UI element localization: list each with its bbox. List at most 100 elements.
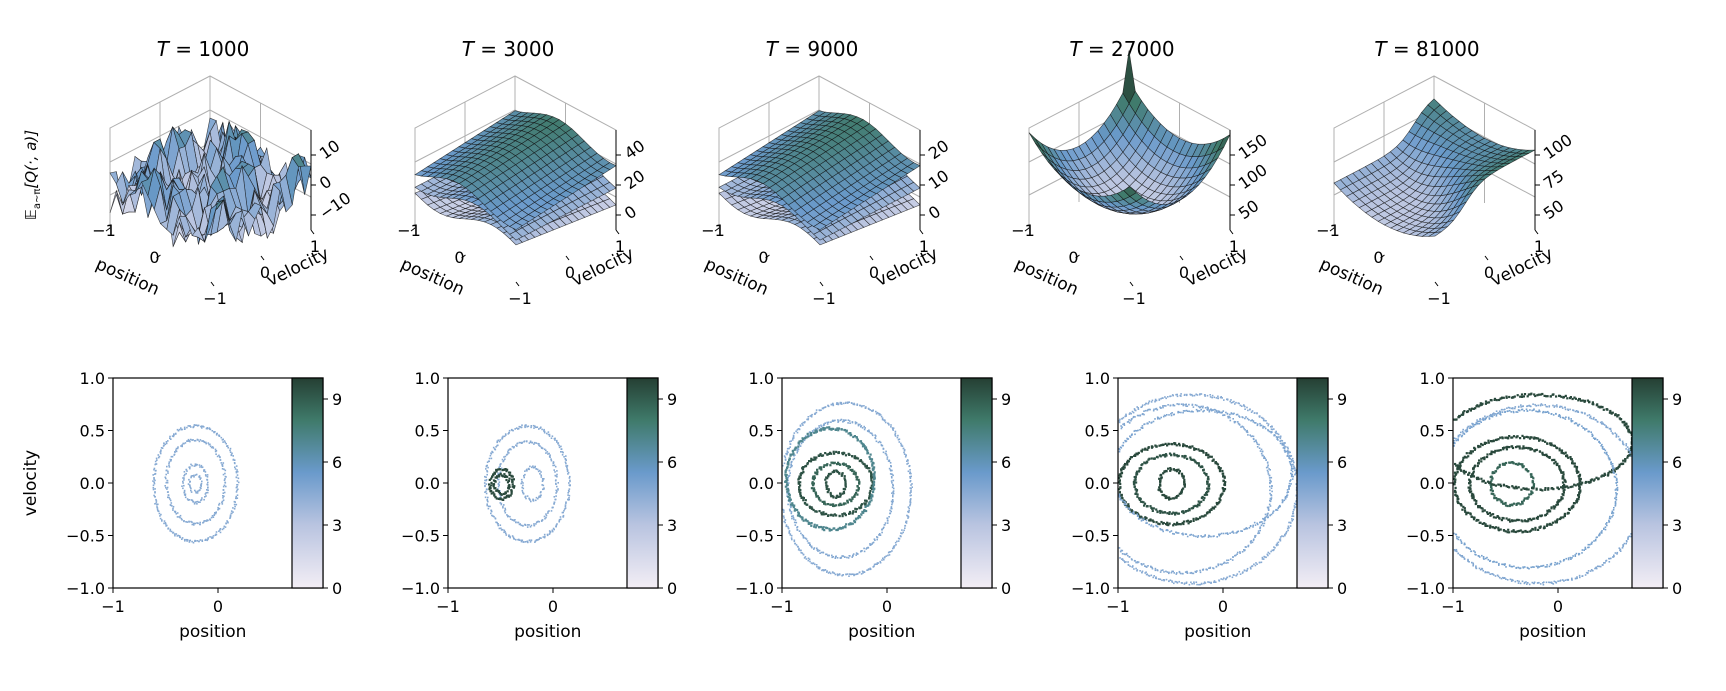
y-tick xyxy=(1434,281,1439,287)
visit-cell xyxy=(221,465,224,467)
visit-cell xyxy=(883,556,886,559)
visit-cell xyxy=(561,454,564,456)
visit-cell xyxy=(154,496,156,498)
y-tick xyxy=(919,229,924,235)
visit-cell xyxy=(907,516,910,518)
visit-cell xyxy=(535,468,538,470)
visit-cell xyxy=(813,413,816,415)
visit-cell xyxy=(797,442,800,445)
visit-cell xyxy=(844,484,847,487)
visit-cell xyxy=(888,554,891,556)
visit-cell xyxy=(545,452,547,454)
visit-cell xyxy=(877,562,880,564)
visit-cell xyxy=(174,511,177,514)
visit-cell xyxy=(498,481,501,483)
visit-cell xyxy=(175,447,178,450)
visit-cell xyxy=(900,442,902,445)
visit-cell xyxy=(845,573,847,576)
visit-cell xyxy=(551,435,554,437)
visit-cell xyxy=(540,476,543,478)
visit-cell xyxy=(835,555,837,558)
visit-cell xyxy=(809,560,811,563)
visit-cell xyxy=(490,492,493,495)
visit-cell xyxy=(498,466,500,469)
visit-cell xyxy=(490,484,493,487)
y-axis-label: velocity xyxy=(1488,244,1556,291)
visit-cell xyxy=(156,504,158,506)
visit-cell xyxy=(864,502,867,505)
visit-cell xyxy=(825,481,828,484)
visit-cell xyxy=(158,512,161,515)
visit-cell xyxy=(216,432,218,435)
visit-cell xyxy=(187,440,190,442)
visit-cell xyxy=(791,439,794,441)
visit-cell xyxy=(856,438,859,441)
visit-cell xyxy=(165,442,168,445)
visit-cell xyxy=(823,500,826,503)
visit-cell xyxy=(236,484,239,486)
visit-cell xyxy=(852,472,855,475)
visit-cell xyxy=(864,407,867,409)
visit-cell xyxy=(891,469,893,472)
visit-cell xyxy=(844,514,847,517)
visit-cell xyxy=(820,551,823,554)
visit-cell xyxy=(855,478,858,481)
visit-cell xyxy=(532,465,534,467)
visit-cell xyxy=(794,524,797,526)
visit-cell xyxy=(911,486,913,488)
visit-cell xyxy=(791,450,795,453)
visit-cell xyxy=(236,497,239,499)
y-tick xyxy=(210,281,215,287)
surface-mesh xyxy=(1028,50,1231,215)
visit-cell xyxy=(540,537,542,539)
visit-cell xyxy=(183,520,185,522)
visit-cell xyxy=(789,509,791,512)
visit-cell xyxy=(891,499,894,501)
visit-cell xyxy=(789,466,792,469)
z-tick-label: −10 xyxy=(316,188,355,223)
visit-cell xyxy=(796,431,799,434)
visit-cell xyxy=(890,480,893,482)
visit-cell xyxy=(564,507,567,509)
visit-cell xyxy=(879,560,881,563)
visit-cell xyxy=(850,402,853,404)
visit-cell xyxy=(156,507,159,509)
y-tick xyxy=(615,229,620,235)
visit-cell xyxy=(867,547,870,549)
visit-cell xyxy=(503,504,505,506)
y-tick-label: 1 xyxy=(310,237,320,256)
visit-cell xyxy=(888,467,891,470)
visit-cell xyxy=(490,457,493,460)
x-tick-label: 0 xyxy=(454,248,464,267)
visit-cell xyxy=(541,519,544,521)
visit-cell xyxy=(235,497,237,499)
visit-cell xyxy=(511,480,514,483)
y-tick xyxy=(260,255,265,261)
visit-cell xyxy=(555,489,557,492)
visit-cell xyxy=(789,446,791,448)
visit-cell xyxy=(511,483,514,486)
visit-cell xyxy=(522,541,525,543)
visit-cell xyxy=(529,541,532,543)
visit-cell xyxy=(825,512,828,515)
visit-cell xyxy=(540,471,542,473)
visit-cell xyxy=(487,466,489,469)
visit-cell xyxy=(910,494,912,497)
visit-cell xyxy=(855,573,858,576)
visit-cell xyxy=(505,454,508,456)
visit-cell xyxy=(902,447,905,450)
visit-cell xyxy=(492,483,495,486)
visit-cell xyxy=(224,478,226,480)
visit-cell xyxy=(505,534,508,536)
visit-cell xyxy=(810,415,813,418)
visit-cell xyxy=(548,533,551,535)
visit-cell xyxy=(513,485,516,488)
visit-cell xyxy=(785,480,788,483)
visit-cell xyxy=(172,509,174,511)
visit-cell xyxy=(484,485,486,488)
visit-cell xyxy=(179,536,181,538)
visit-cell xyxy=(487,496,489,499)
visit-cell xyxy=(840,556,843,559)
visit-cell xyxy=(224,526,227,528)
